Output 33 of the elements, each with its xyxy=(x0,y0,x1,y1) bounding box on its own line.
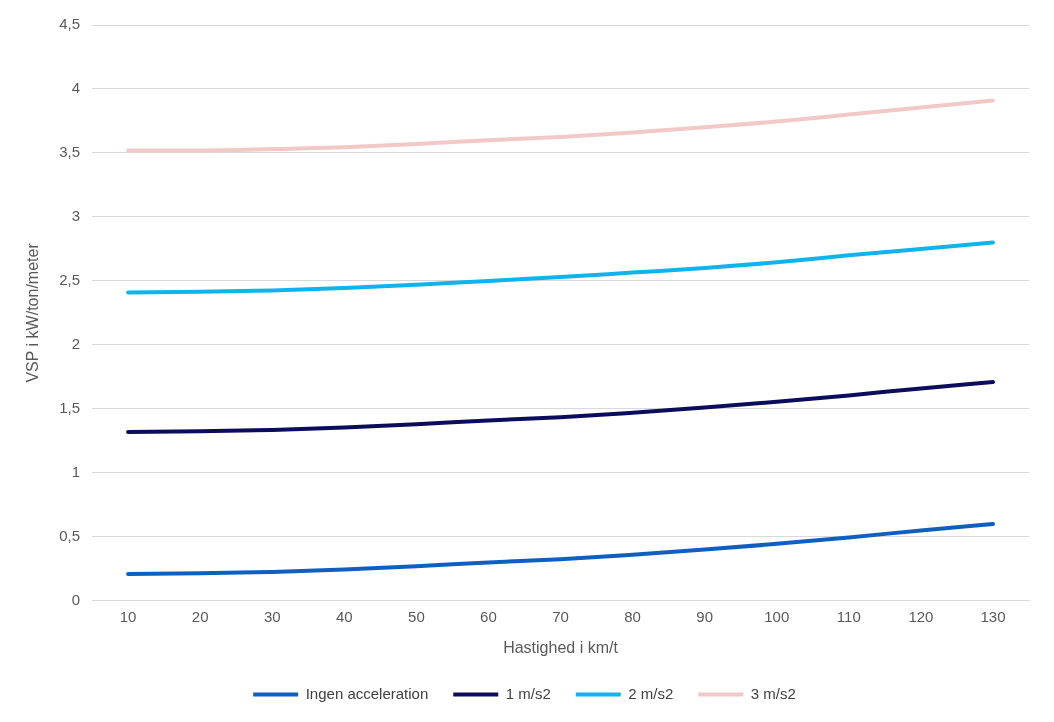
y-tick-label: 0 xyxy=(71,590,81,608)
y-axis-title: VSP i kW/ton/meter xyxy=(24,242,42,383)
x-tick-label: 110 xyxy=(836,607,861,625)
x-tick-label: 20 xyxy=(191,607,209,625)
y-tick-label: 1,5 xyxy=(59,399,81,417)
x-tick-label: 30 xyxy=(263,607,281,625)
legend-label: 3 m/s2 xyxy=(750,684,796,702)
legend-label: Ingen acceleration xyxy=(305,684,429,702)
y-tick-label: 4 xyxy=(71,79,81,97)
line-series xyxy=(126,522,995,576)
y-tick-label: 2,5 xyxy=(59,271,81,289)
line-series xyxy=(126,380,995,434)
legend-label: 1 m/s2 xyxy=(505,684,551,702)
y-tick-label: 4,5 xyxy=(59,15,81,33)
line-series xyxy=(126,240,995,295)
x-tick-label: 100 xyxy=(764,607,790,625)
x-tick-label: 120 xyxy=(908,607,934,625)
y-tick-label: 3 xyxy=(71,207,81,225)
legend-label: 2 m/s2 xyxy=(628,684,674,702)
x-tick-label: 50 xyxy=(408,607,425,625)
y-tick-label: 0,5 xyxy=(59,526,81,544)
x-tick-label: 10 xyxy=(119,607,137,625)
y-tick-label: 2 xyxy=(71,335,81,353)
line-series xyxy=(126,98,995,153)
x-tick-label: 130 xyxy=(980,607,1006,625)
x-tick-label: 90 xyxy=(696,607,714,625)
y-tick-label: 1 xyxy=(71,462,81,480)
x-tick-label: 60 xyxy=(480,607,497,625)
x-tick-label: 80 xyxy=(624,607,641,625)
x-axis-title: Hastighed i km/t xyxy=(503,638,619,656)
x-tick-label: 40 xyxy=(335,607,353,625)
x-tick-label: 70 xyxy=(552,607,569,625)
y-tick-label: 3,5 xyxy=(59,143,81,161)
